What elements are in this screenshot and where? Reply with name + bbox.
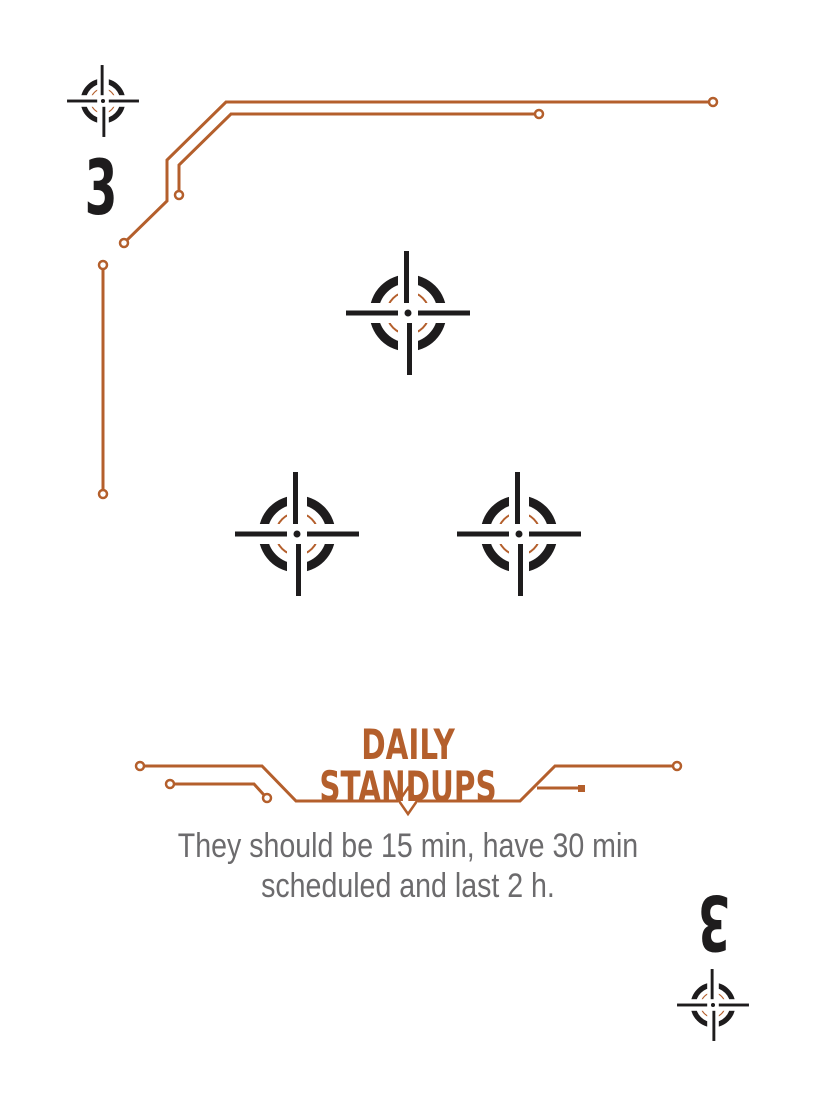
rank-top: 3 — [84, 143, 118, 232]
corner-crosshair-icon-bottom — [677, 969, 749, 1041]
description-line: They should be 15 min, have 30 min — [177, 827, 639, 865]
card-title: DAILY STANDUPS — [319, 720, 497, 811]
pip-crosshair-icon — [346, 251, 470, 375]
circuit-trace-top — [97, 96, 719, 500]
description-line: scheduled and last 2 h. — [261, 867, 555, 905]
corner-crosshair-icon-top — [67, 65, 139, 137]
pip-crosshair-icon — [235, 472, 359, 596]
rank-bottom: 3 — [697, 878, 731, 967]
pip-crosshair-icon — [457, 472, 581, 596]
title-divider-circuit — [134, 760, 683, 817]
card-description: They should be 15 min, have 30 min sched… — [164, 826, 651, 906]
